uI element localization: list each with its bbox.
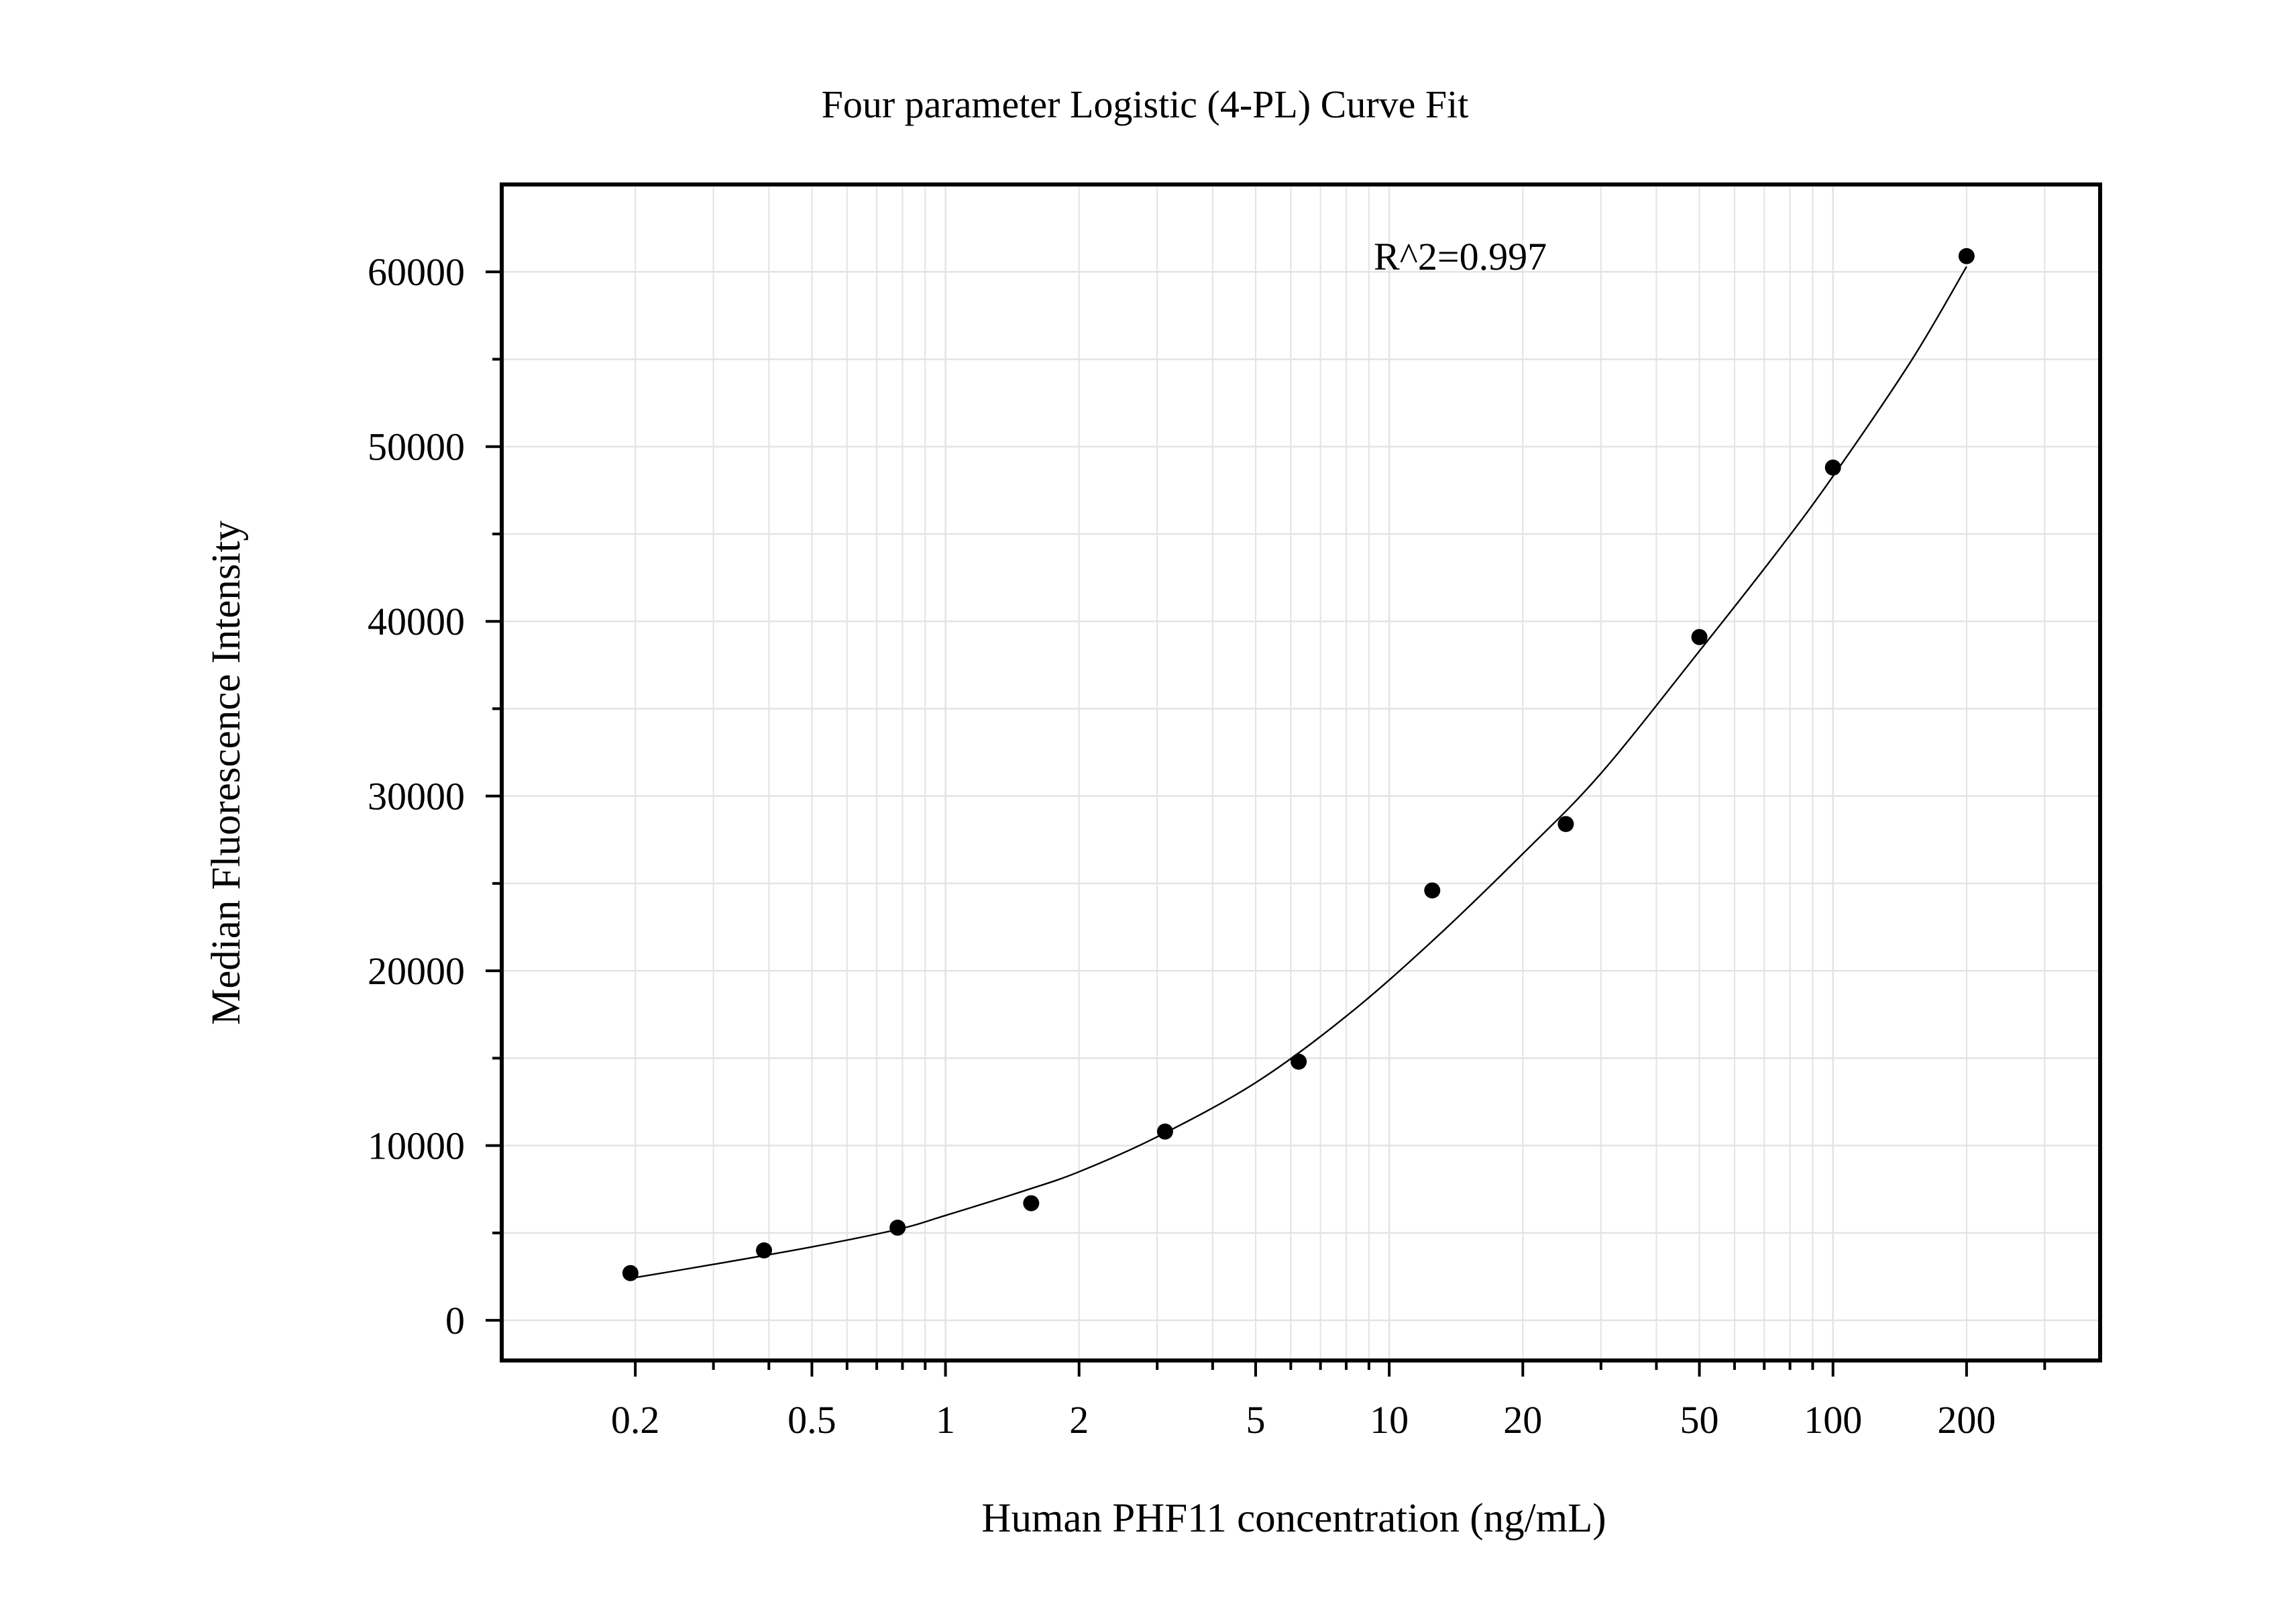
x-tick-label: 2 — [1069, 1398, 1089, 1442]
y-tick-label: 50000 — [368, 425, 465, 469]
x-tick-label: 0.2 — [611, 1398, 660, 1442]
x-tick-label: 0.5 — [787, 1398, 836, 1442]
tick-labels: 0.2 0.5 1 2 5 10 20 50 100 200 0 10000 20000 30000 400… — [368, 250, 1996, 1442]
plot-frame — [500, 182, 2102, 1362]
y-tick-label: 20000 — [368, 949, 465, 993]
data-point — [756, 1242, 773, 1259]
y-tick-label: 0 — [445, 1299, 465, 1342]
y-tick-label: 30000 — [368, 775, 465, 818]
data-point — [1291, 1053, 1307, 1070]
y-tick-label: 60000 — [368, 250, 465, 294]
data-point — [622, 1265, 639, 1281]
x-axis-label: Human PHF11 concentration (ng/mL) — [981, 1496, 1606, 1541]
y-axis-label: Median Fluorescence Intensity — [204, 520, 249, 1025]
x-tick-label: 5 — [1246, 1398, 1265, 1442]
r-squared-annotation: R^2=0.997 — [1374, 235, 1547, 278]
data-point — [889, 1220, 906, 1236]
x-tick-label: 100 — [1804, 1398, 1862, 1442]
data-point — [1424, 882, 1441, 899]
grid — [502, 184, 2100, 1360]
x-tick-label: 20 — [1503, 1398, 1542, 1442]
data-point — [1691, 629, 1708, 645]
y-tick-label: 10000 — [368, 1124, 465, 1168]
data-point — [1557, 816, 1574, 833]
data-point — [1156, 1123, 1173, 1140]
x-tick-label: 1 — [936, 1398, 955, 1442]
x-tick-label: 50 — [1680, 1398, 1719, 1442]
data-point — [1958, 248, 1975, 264]
data-point — [1824, 459, 1841, 476]
data-point — [1023, 1195, 1040, 1212]
chart-title: Four parameter Logistic (4-PL) Curve Fit — [822, 83, 1469, 126]
data-points — [622, 248, 1975, 1281]
y-tick-label: 40000 — [368, 600, 465, 643]
x-tick-label: 200 — [1937, 1398, 1996, 1442]
x-tick-label: 10 — [1370, 1398, 1409, 1442]
